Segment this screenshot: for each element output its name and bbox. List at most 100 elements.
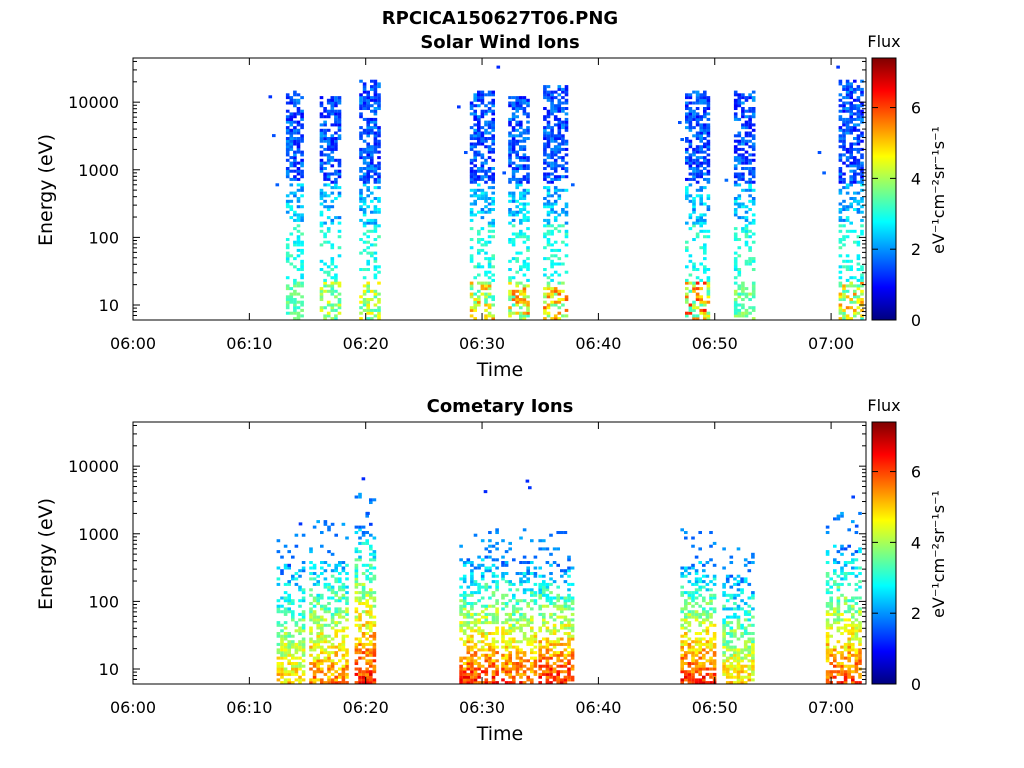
flux-cell	[843, 678, 848, 682]
flux-cell	[526, 248, 530, 252]
flux-cell	[692, 134, 696, 138]
flux-cell	[462, 577, 467, 581]
flux-cell	[543, 268, 547, 272]
flux-cell	[688, 167, 693, 171]
flux-cell	[695, 107, 700, 111]
flux-cell	[687, 637, 692, 641]
flux-cell	[550, 180, 554, 184]
flux-cell	[706, 295, 711, 299]
flux-cell	[842, 123, 846, 127]
flux-cell	[337, 246, 342, 250]
flux-cell	[309, 550, 313, 554]
flux-cell	[688, 120, 693, 124]
flux-cell	[515, 199, 519, 203]
flux-cell	[847, 632, 851, 636]
flux-cell	[491, 177, 495, 181]
flux-cell	[741, 287, 745, 291]
flux-cell	[699, 115, 703, 119]
flux-cell	[546, 186, 551, 190]
flux-cell	[845, 150, 850, 154]
flux-cell	[508, 618, 512, 622]
flux-cell	[296, 120, 301, 124]
flux-cell	[473, 308, 477, 312]
flux-cell	[740, 648, 744, 652]
flux-cell	[294, 672, 299, 676]
flux-cell	[856, 191, 861, 195]
flux-cell	[491, 670, 496, 674]
flux-cell	[699, 194, 703, 198]
flux-cell	[300, 137, 304, 141]
flux-cell	[838, 240, 843, 244]
flux-cell	[751, 623, 755, 627]
flux-cell	[695, 218, 700, 222]
flux-cell	[703, 235, 707, 239]
flux-cell	[354, 525, 359, 529]
flux-cell	[564, 85, 569, 89]
flux-cell	[362, 240, 367, 244]
flux-cell	[736, 651, 741, 655]
flux-cell	[477, 153, 481, 157]
flux-cell	[740, 577, 744, 581]
flux-cell	[334, 281, 338, 285]
flux-cell	[825, 550, 830, 554]
flux-cell	[854, 632, 859, 636]
colorbar-tick-label: 2	[911, 240, 921, 259]
flux-cell	[285, 120, 290, 124]
flux-cell	[334, 612, 338, 616]
flux-cell	[838, 208, 843, 212]
flux-cell	[845, 268, 850, 272]
flux-cell	[345, 596, 349, 600]
flux-cell	[326, 177, 331, 181]
flux-cell	[557, 126, 562, 130]
flux-cell	[312, 681, 317, 685]
flux-cell	[341, 678, 346, 682]
flux-cell	[366, 175, 370, 179]
flux-cell	[283, 653, 288, 657]
flux-cell	[698, 642, 702, 646]
flux-cell	[736, 648, 741, 652]
flux-cell	[294, 662, 299, 666]
flux-cell	[300, 308, 304, 312]
flux-cell	[829, 585, 833, 589]
flux-cell	[840, 577, 844, 581]
flux-cell	[487, 314, 492, 318]
y-tick-label: 10	[99, 660, 119, 679]
flux-cell	[706, 142, 711, 146]
flux-cell	[741, 205, 745, 209]
flux-cell	[491, 632, 496, 636]
flux-cell	[694, 681, 699, 685]
flux-cell	[491, 591, 496, 595]
flux-cell	[515, 169, 519, 173]
flux-cell	[680, 572, 684, 576]
flux-cell	[530, 607, 534, 611]
flux-cell	[484, 284, 488, 288]
flux-cell	[369, 648, 373, 652]
flux-cell	[842, 177, 846, 181]
flux-cell	[366, 308, 370, 312]
flux-cell	[301, 588, 306, 592]
flux-cell	[744, 120, 749, 124]
flux-cell	[477, 273, 481, 277]
flux-cell	[553, 153, 558, 157]
flux-cell	[369, 664, 373, 668]
flux-cell	[519, 281, 523, 285]
flux-cell	[825, 580, 830, 584]
flux-cell	[702, 664, 706, 668]
flux-cell	[369, 659, 373, 663]
flux-cell	[462, 596, 467, 600]
flux-cell	[285, 172, 290, 176]
flux-cell	[354, 495, 359, 499]
flux-cell	[309, 667, 313, 671]
flux-cell	[733, 257, 738, 261]
flux-cell	[504, 632, 509, 636]
flux-cell	[316, 596, 320, 600]
flux-cell	[491, 637, 496, 641]
flux-cell	[491, 615, 496, 619]
flux-cell	[372, 498, 377, 502]
flux-cell	[515, 672, 520, 676]
flux-cell	[522, 96, 527, 100]
flux-cell	[345, 653, 349, 657]
flux-cell	[319, 202, 324, 206]
flux-cell	[748, 199, 752, 203]
